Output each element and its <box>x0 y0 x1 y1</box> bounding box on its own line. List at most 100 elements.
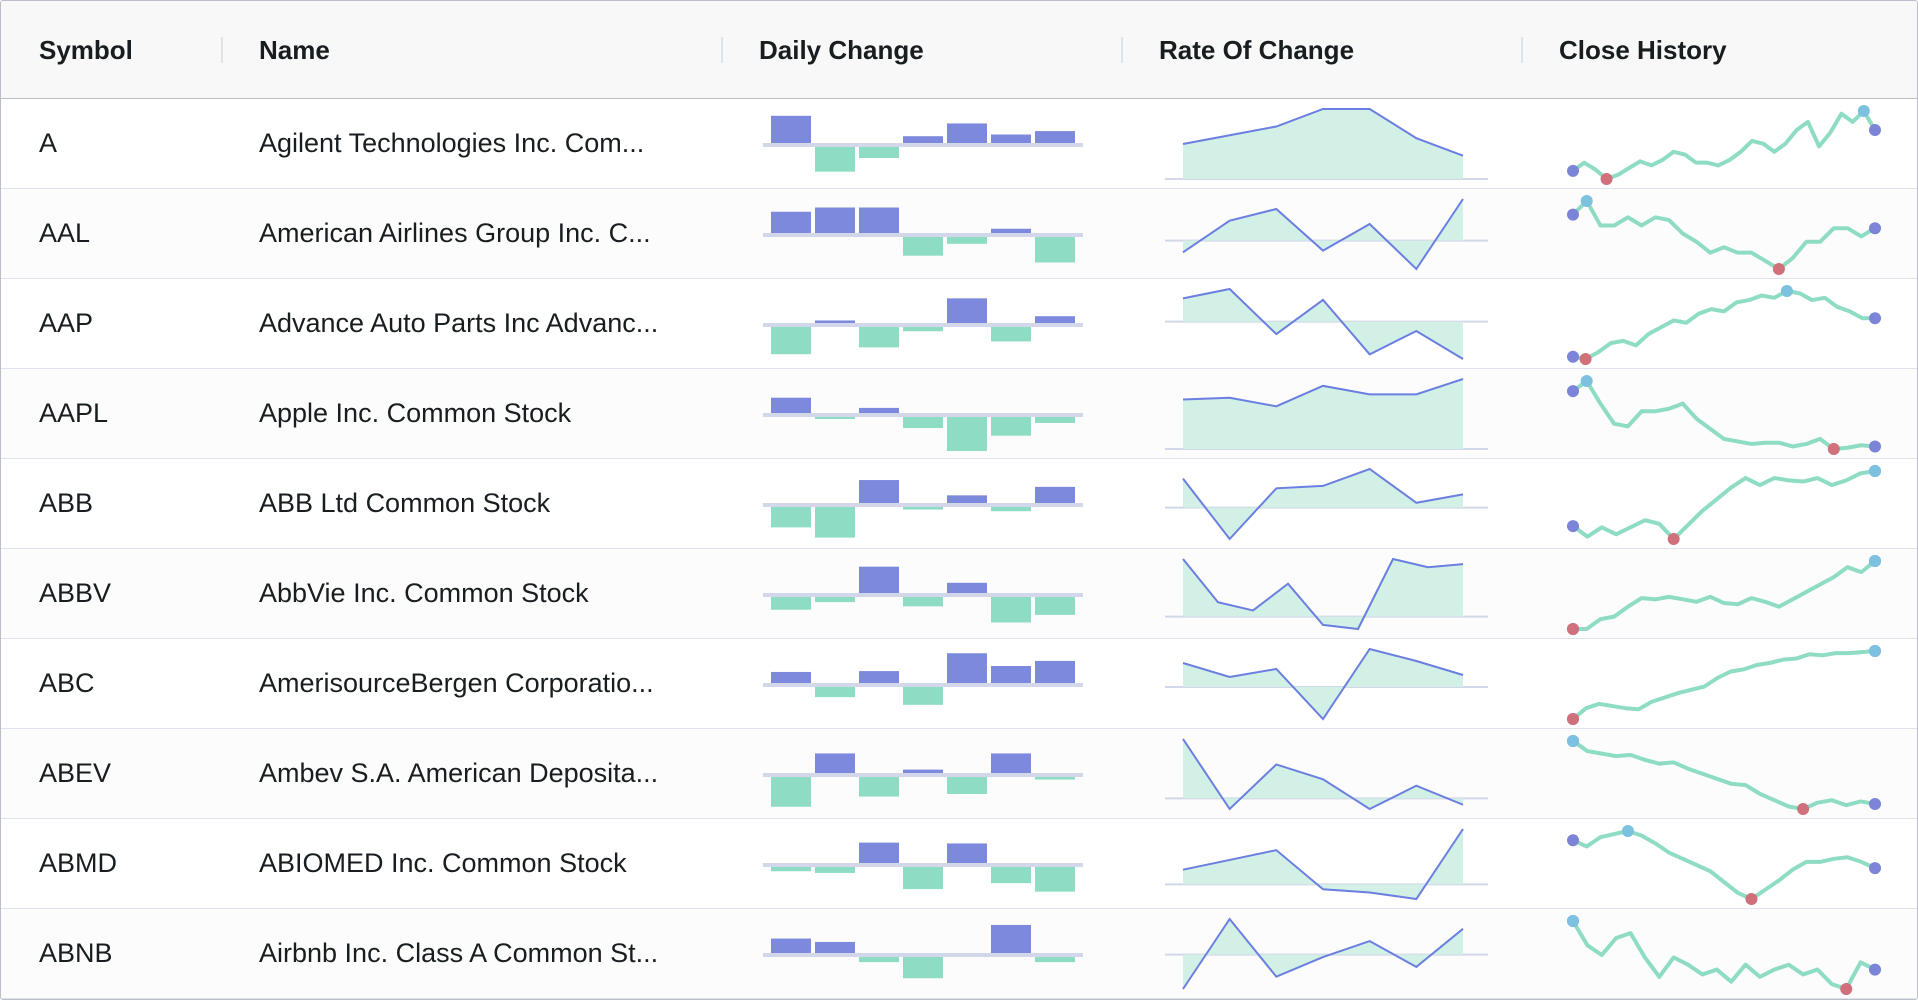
sparkline-line <box>1571 109 1877 181</box>
sparkline-line <box>1182 557 1464 631</box>
last-marker <box>1869 862 1881 875</box>
close-history-sparkline <box>1563 909 1893 998</box>
sparkline-bar <box>947 843 987 863</box>
close-history-sparkline <box>1563 279 1893 368</box>
rate-of-change-sparkline <box>1163 639 1493 728</box>
first-marker <box>1567 208 1579 221</box>
rate-of-change-sparkline <box>1163 369 1493 458</box>
table-row[interactable]: A Agilent Technologies Inc. Com... <box>1 99 1917 189</box>
max-marker <box>1580 195 1593 207</box>
sparkline-bar <box>815 507 855 538</box>
daily-change-sparkline <box>761 279 1091 368</box>
name-cell: Ambev S.A. American Deposita... <box>259 758 659 788</box>
table-row[interactable]: AAP Advance Auto Parts Inc Advanc... <box>1 279 1917 369</box>
rate-of-change-sparkline <box>1163 819 1493 908</box>
header-close-history[interactable]: Close History <box>1559 34 1727 65</box>
sparkline-bar <box>1035 597 1075 615</box>
sparkline-area <box>1183 829 1463 899</box>
header-rate-of-change[interactable]: Rate Of Change <box>1159 34 1355 65</box>
first-marker <box>1567 520 1579 533</box>
sparkline-line <box>1571 919 1876 991</box>
sparkline-bar <box>859 842 899 863</box>
sparkline-bar <box>859 480 899 503</box>
table-row[interactable]: AAL American Airlines Group Inc. C... <box>1 189 1917 279</box>
sparkline-line <box>1571 649 1876 721</box>
last-marker <box>1869 312 1881 325</box>
sparkline-area <box>1183 469 1463 539</box>
sparkline-area <box>1183 559 1463 629</box>
sparkline-bar <box>903 597 943 607</box>
sparkline-bar <box>947 495 987 503</box>
sparkline-line <box>1182 738 1464 811</box>
sparkline-bar <box>1035 660 1075 683</box>
header-symbol[interactable]: Symbol <box>39 34 133 65</box>
header-resize-handle-name[interactable] <box>721 37 723 63</box>
sparkline-line <box>1571 469 1876 541</box>
table-row[interactable]: ABB ABB Ltd Common Stock <box>1 459 1917 549</box>
sparkline-line <box>1182 108 1464 157</box>
sparkline-line <box>1572 289 1875 361</box>
rate-of-change-sparkline <box>1163 459 1493 548</box>
name-cell: AbbVie Inc. Common Stock <box>259 578 589 608</box>
sparkline-bar <box>859 777 899 797</box>
sparkline-area <box>1183 919 1463 989</box>
table-row[interactable]: ABBV AbbVie Inc. Common Stock <box>1 549 1917 639</box>
sparkline-bar <box>859 327 899 348</box>
table-row[interactable]: ABMD ABIOMED Inc. Common Stock <box>1 819 1917 909</box>
daily-change-sparkline <box>761 639 1091 728</box>
header-name[interactable]: Name <box>259 34 330 65</box>
grid-header: Symbol Name Daily Change Rate Of Change … <box>1 1 1917 99</box>
sparkline-bar <box>771 115 811 143</box>
sparkline-bar <box>859 957 899 963</box>
sparkline-bar <box>815 207 855 233</box>
sparkline-bar <box>903 769 943 773</box>
min-marker <box>1772 263 1785 275</box>
sparkline-bar <box>991 753 1031 773</box>
min-marker <box>1840 983 1853 995</box>
daily-change-sparkline <box>761 99 1091 188</box>
sparkline-bar <box>815 941 855 953</box>
table-row[interactable]: ABNB Airbnb Inc. Class A Common St... <box>1 909 1917 999</box>
daily-change-sparkline <box>761 819 1091 908</box>
sparkline-bar <box>859 407 899 413</box>
rate-of-change-sparkline <box>1163 909 1493 998</box>
sparkline-bar <box>947 582 987 593</box>
table-row[interactable]: ABEV Ambev S.A. American Deposita... <box>1 729 1917 819</box>
min-marker <box>1745 893 1758 905</box>
name-cell: ABIOMED Inc. Common Stock <box>259 848 627 878</box>
min-marker <box>1667 533 1680 545</box>
close-history-sparkline <box>1563 189 1893 278</box>
sparkline-area <box>1183 109 1463 179</box>
sparkline-bar <box>903 507 943 510</box>
sparkline-bar <box>815 687 855 698</box>
min-marker <box>1797 803 1810 815</box>
min-marker <box>1579 353 1592 365</box>
sparkline-line <box>1572 829 1876 901</box>
max-marker <box>1869 645 1881 657</box>
header-resize-handle-rate-of-change[interactable] <box>1521 37 1523 63</box>
sparkline-bar <box>991 134 1031 143</box>
sparkline-bar <box>771 211 811 233</box>
name-cell: Airbnb Inc. Class A Common St... <box>259 938 659 968</box>
header-daily-change[interactable]: Daily Change <box>759 34 924 65</box>
sparkline-bar <box>859 207 899 233</box>
header-resize-handle-daily-change[interactable] <box>1121 37 1123 63</box>
sparkline-bar <box>771 597 811 610</box>
last-marker <box>1869 440 1881 453</box>
sparkline-bar <box>771 671 811 683</box>
sparkline-bar <box>947 298 987 323</box>
sparkline-bar <box>815 597 855 603</box>
sparkline-bar <box>991 666 1031 683</box>
sparkline-line <box>1571 199 1877 271</box>
sparkline-bar <box>815 147 855 172</box>
close-history-sparkline <box>1563 459 1893 548</box>
rate-of-change-sparkline <box>1163 549 1493 638</box>
table-row[interactable]: ABC AmerisourceBergen Corporatio... <box>1 639 1917 729</box>
daily-change-sparkline <box>761 729 1091 818</box>
name-cell: American Airlines Group Inc. C... <box>259 218 651 248</box>
rate-of-change-sparkline <box>1163 729 1493 818</box>
name-cell: Advance Auto Parts Inc Advanc... <box>259 308 659 338</box>
rate-of-change-sparkline <box>1163 189 1493 278</box>
table-row[interactable]: AAPL Apple Inc. Common Stock <box>1 369 1917 459</box>
header-resize-handle-symbol[interactable] <box>221 37 223 63</box>
